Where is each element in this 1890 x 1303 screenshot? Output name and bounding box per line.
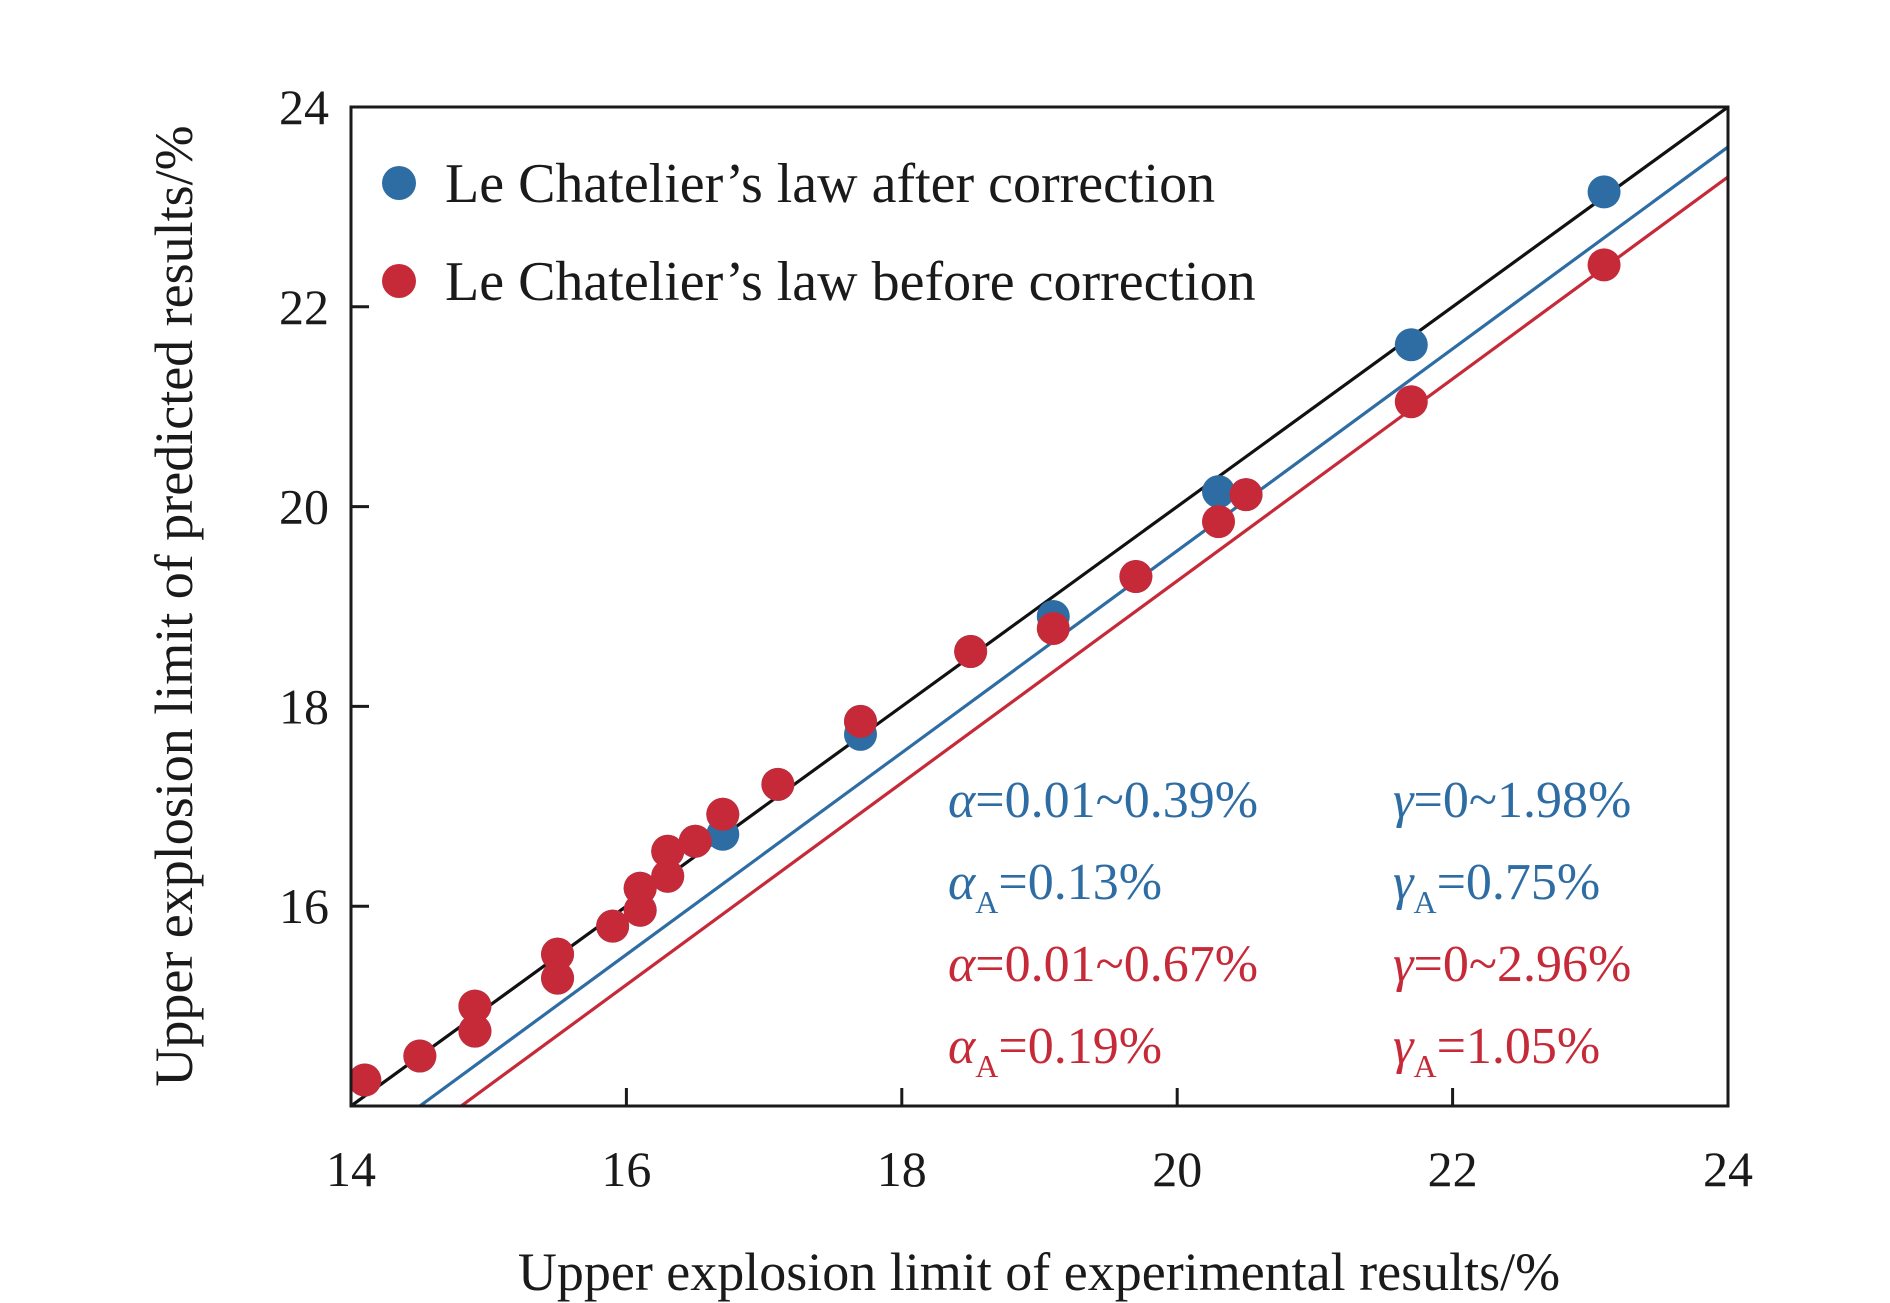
annotations: α=0.01~0.39% γ=0~1.98% αA=0.13% γA=0.75% α=0…: [948, 772, 1631, 1084]
x-tick-label: 16: [601, 1141, 651, 1197]
point-before-correction: [761, 767, 795, 801]
point-before-correction: [541, 937, 575, 971]
point-before-correction: [706, 797, 740, 831]
ticks-layer: 14 16 18 20 22 24 16 18 20 22 24: [279, 79, 1753, 1197]
x-tick-label: 20: [1152, 1141, 1202, 1197]
reference-line: [351, 107, 1728, 1106]
point-after-correction: [1587, 175, 1621, 209]
annotation-alpha: αA=0.13%: [948, 854, 1162, 920]
point-before-correction: [1036, 611, 1070, 645]
legend: Le Chatelier’s law after correction Le Ch…: [382, 153, 1256, 313]
point-before-correction: [651, 859, 685, 893]
legend-marker: [382, 166, 416, 200]
x-tick-label: 22: [1428, 1141, 1478, 1197]
point-before-correction: [351, 1063, 382, 1097]
fit-before-line: [460, 175, 1728, 1106]
point-before-correction: [1229, 478, 1263, 512]
y-tick-label: 22: [279, 279, 329, 335]
y-tick-label: 16: [279, 878, 329, 934]
x-tick-label: 14: [326, 1141, 376, 1197]
point-before-correction: [458, 989, 492, 1023]
plot-frame: [349, 105, 1730, 1108]
point-before-correction: [1587, 248, 1621, 282]
annotation-gamma: γA=1.05%: [1393, 1018, 1600, 1084]
annotation-alpha: α=0.01~0.67%: [948, 936, 1258, 993]
y-tick-label: 20: [279, 479, 329, 535]
legend-marker: [382, 264, 416, 298]
point-before-correction: [541, 961, 575, 995]
points-layer: [351, 175, 1621, 1097]
point-after-correction: [1202, 475, 1236, 509]
annotation-gamma: γ=0~2.96%: [1393, 936, 1631, 993]
point-before-correction: [623, 871, 657, 905]
x-axis-label: Upper explosion limit of experimental re…: [518, 1242, 1560, 1302]
x-tick-label: 24: [1703, 1141, 1753, 1197]
point-before-correction: [954, 634, 988, 668]
annotation-alpha: α=0.01~0.39%: [948, 772, 1258, 829]
x-tick-label: 18: [877, 1141, 927, 1197]
y-tick-label: 18: [279, 678, 329, 734]
point-before-correction: [678, 824, 712, 858]
annotation-gamma: γ=0~1.98%: [1393, 772, 1631, 829]
fit-after-line: [418, 145, 1728, 1106]
point-before-correction: [458, 1014, 492, 1048]
lines-layer: [351, 107, 1728, 1106]
point-after-correction: [1394, 328, 1428, 362]
point-before-correction: [1394, 385, 1428, 419]
point-before-correction: [596, 909, 630, 943]
point-before-correction: [1119, 560, 1153, 594]
legend-label: Le Chatelier’s law before correction: [445, 251, 1256, 313]
point-before-correction: [403, 1039, 437, 1073]
y-tick-label: 24: [279, 79, 329, 135]
annotation-alpha: αA=0.19%: [948, 1018, 1162, 1084]
y-axis-label: Upper explosion limit of predicted resul…: [144, 125, 204, 1086]
legend-label: Le Chatelier’s law after correction: [445, 153, 1215, 215]
point-before-correction: [1202, 505, 1236, 539]
point-before-correction: [651, 834, 685, 868]
point-before-correction: [843, 704, 877, 738]
annotation-gamma: γA=0.75%: [1393, 854, 1600, 920]
